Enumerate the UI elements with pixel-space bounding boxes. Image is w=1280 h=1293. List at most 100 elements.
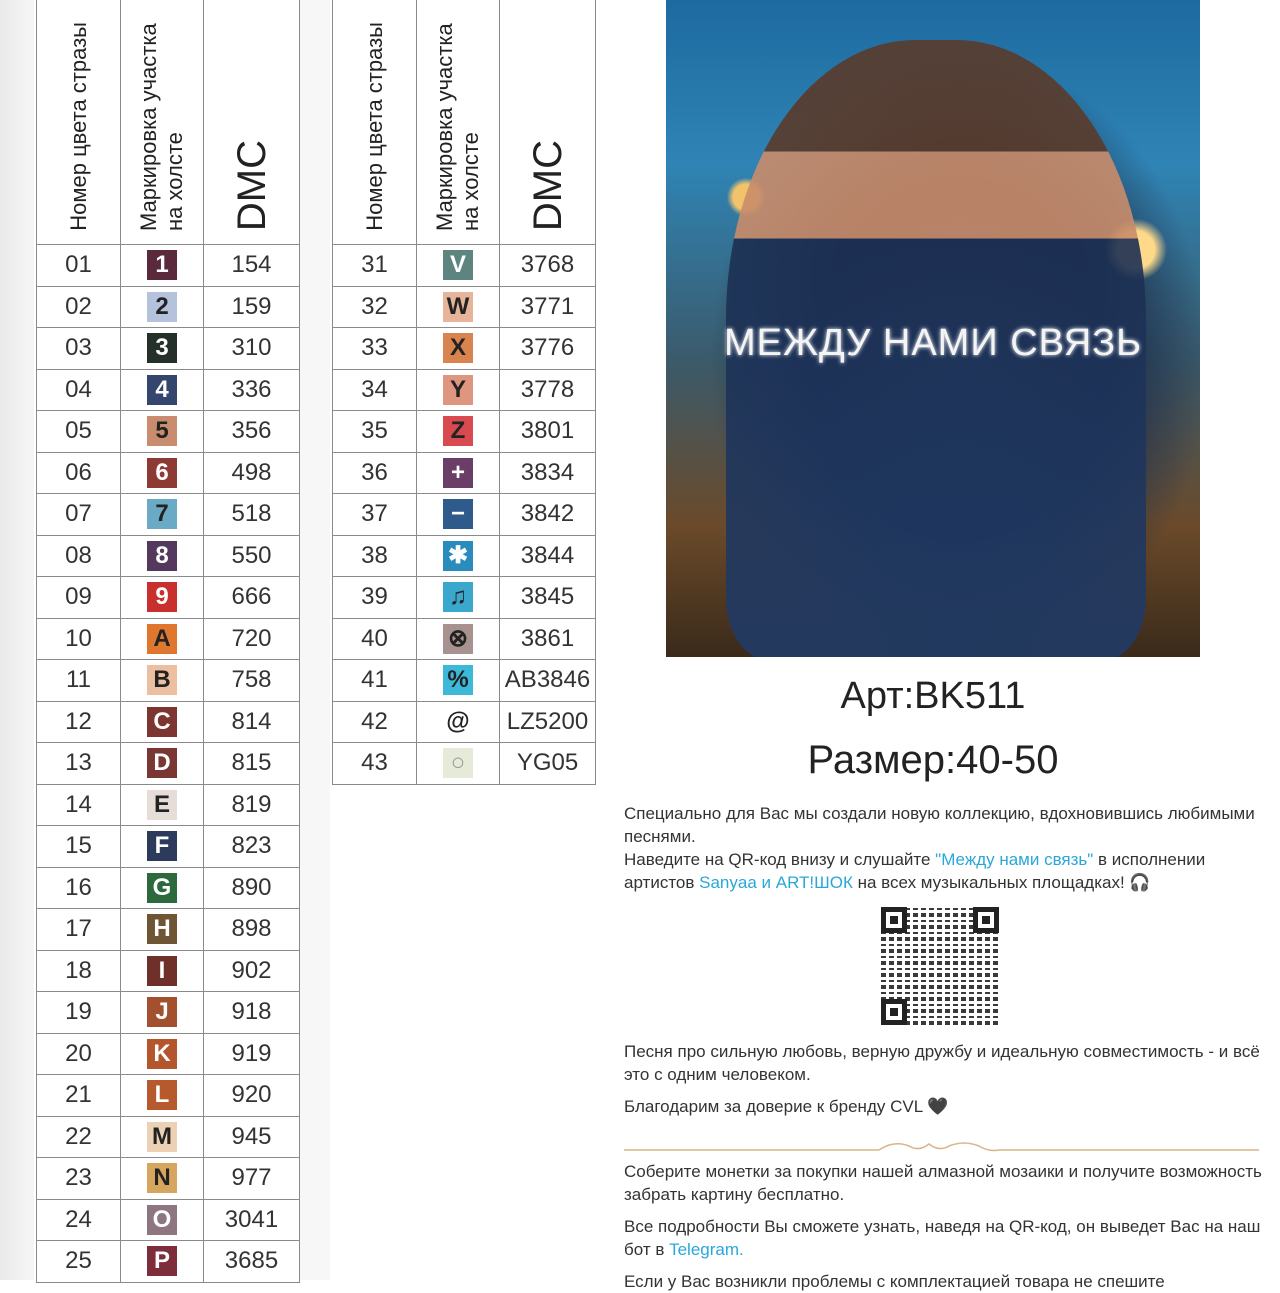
table-row: 09 9 666 [36, 576, 300, 619]
table-row: 41 % AB3846 [332, 659, 596, 702]
dmc-code: 310 [203, 327, 300, 370]
color-swatch: E [147, 789, 177, 820]
marking-cell: 5 [120, 410, 204, 453]
marking-cell: − [416, 493, 500, 536]
coins-text: Соберите монетки за покупки нашей алмазн… [624, 1162, 1262, 1204]
color-swatch: 4 [147, 374, 177, 405]
color-swatch: D [147, 748, 177, 779]
marking-cell: J [120, 991, 204, 1034]
table-row: 14 E 819 [36, 783, 300, 826]
dmc-code: 336 [203, 368, 300, 411]
marking-cell: W [416, 285, 500, 328]
table-row: 03 3 310 [36, 327, 300, 370]
song-link[interactable]: "Между нами связь" [935, 850, 1094, 869]
marking-cell: X [416, 327, 500, 370]
table-row: 36 + 3834 [332, 451, 596, 494]
dmc-code: 918 [203, 991, 300, 1034]
color-number: 22 [36, 1115, 121, 1158]
color-swatch: P [147, 1246, 177, 1277]
header-marking: Маркировка участка на холсте [120, 0, 204, 245]
color-swatch: L [147, 1080, 177, 1111]
color-swatch: ♫ [443, 582, 473, 613]
table-row: 20 K 919 [36, 1032, 300, 1075]
color-number: 09 [36, 576, 121, 619]
color-number: 19 [36, 991, 121, 1034]
color-number: 07 [36, 493, 121, 536]
color-swatch: M [147, 1121, 177, 1152]
page-gap [300, 0, 330, 1280]
marking-cell: ⊗ [416, 617, 500, 660]
color-swatch: 1 [147, 250, 177, 281]
table-row: 38 ✱ 3844 [332, 534, 596, 577]
color-swatch: H [147, 914, 177, 945]
table-row: 22 M 945 [36, 1115, 300, 1158]
table-row: 40 ⊗ 3861 [332, 617, 596, 660]
marking-cell: 9 [120, 576, 204, 619]
dmc-code: 902 [203, 949, 300, 992]
marking-cell: ○ [416, 742, 500, 785]
dmc-code: 154 [203, 244, 300, 287]
table-row: 16 G 890 [36, 866, 300, 909]
color-swatch: 7 [147, 499, 177, 530]
color-number: 03 [36, 327, 121, 370]
color-swatch: F [147, 831, 177, 862]
color-number: 15 [36, 825, 121, 868]
song-description: Песня про сильную любовь, верную дружбу … [624, 1042, 1260, 1084]
dmc-code: YG05 [499, 742, 596, 785]
marking-cell: G [120, 866, 204, 909]
qr-code[interactable] [881, 907, 999, 1025]
color-number: 35 [332, 410, 417, 453]
color-number: 14 [36, 783, 121, 826]
artists-link[interactable]: Sanyaa и ART!ШОК [699, 873, 853, 892]
color-number: 08 [36, 534, 121, 577]
marking-cell: P [120, 1240, 204, 1283]
header-dmc: DMC [203, 0, 300, 245]
table-row: 25 P 3685 [36, 1240, 300, 1283]
dmc-code: 945 [203, 1115, 300, 1158]
color-swatch: − [443, 499, 473, 530]
marking-cell: ✱ [416, 534, 500, 577]
marking-cell: M [120, 1115, 204, 1158]
table-row: 34 Y 3778 [332, 368, 596, 411]
color-number: 12 [36, 700, 121, 743]
table-row: 42 @ LZ5200 [332, 700, 596, 743]
product-image: МЕЖДУ НАМИ СВЯЗЬ [666, 0, 1200, 657]
marking-cell: B [120, 659, 204, 702]
marking-cell: V [416, 244, 500, 287]
telegram-link[interactable]: Telegram. [669, 1240, 744, 1259]
dmc-code: 898 [203, 908, 300, 951]
color-number: 24 [36, 1198, 121, 1241]
table-row: 10 A 720 [36, 617, 300, 660]
marking-cell: L [120, 1074, 204, 1117]
dmc-code: 666 [203, 576, 300, 619]
table-row: 06 6 498 [36, 451, 300, 494]
color-swatch: C [147, 706, 177, 737]
table-row: 37 − 3842 [332, 493, 596, 536]
marking-cell: H [120, 908, 204, 951]
marking-cell: + [416, 451, 500, 494]
color-number: 18 [36, 949, 121, 992]
marking-cell: % [416, 659, 500, 702]
table-row: 19 J 918 [36, 991, 300, 1034]
color-number: 13 [36, 742, 121, 785]
color-number: 31 [332, 244, 417, 287]
dmc-code: 3771 [499, 285, 596, 328]
table-row: 15 F 823 [36, 825, 300, 868]
table-row: 12 C 814 [36, 700, 300, 743]
color-swatch: O [147, 1204, 177, 1235]
color-number: 25 [36, 1240, 121, 1283]
color-swatch: 6 [147, 457, 177, 488]
marking-cell: F [120, 825, 204, 868]
color-number: 16 [36, 866, 121, 909]
marking-cell: E [120, 783, 204, 826]
table-row: 43 ○ YG05 [332, 742, 596, 785]
header-marking: Маркировка участка на холсте [416, 0, 500, 245]
color-number: 40 [332, 617, 417, 660]
table-row: 17 H 898 [36, 908, 300, 951]
color-number: 10 [36, 617, 121, 660]
color-number: 21 [36, 1074, 121, 1117]
color-number: 34 [332, 368, 417, 411]
table-row: 23 N 977 [36, 1157, 300, 1200]
dmc-code: 919 [203, 1032, 300, 1075]
color-number: 37 [332, 493, 417, 536]
